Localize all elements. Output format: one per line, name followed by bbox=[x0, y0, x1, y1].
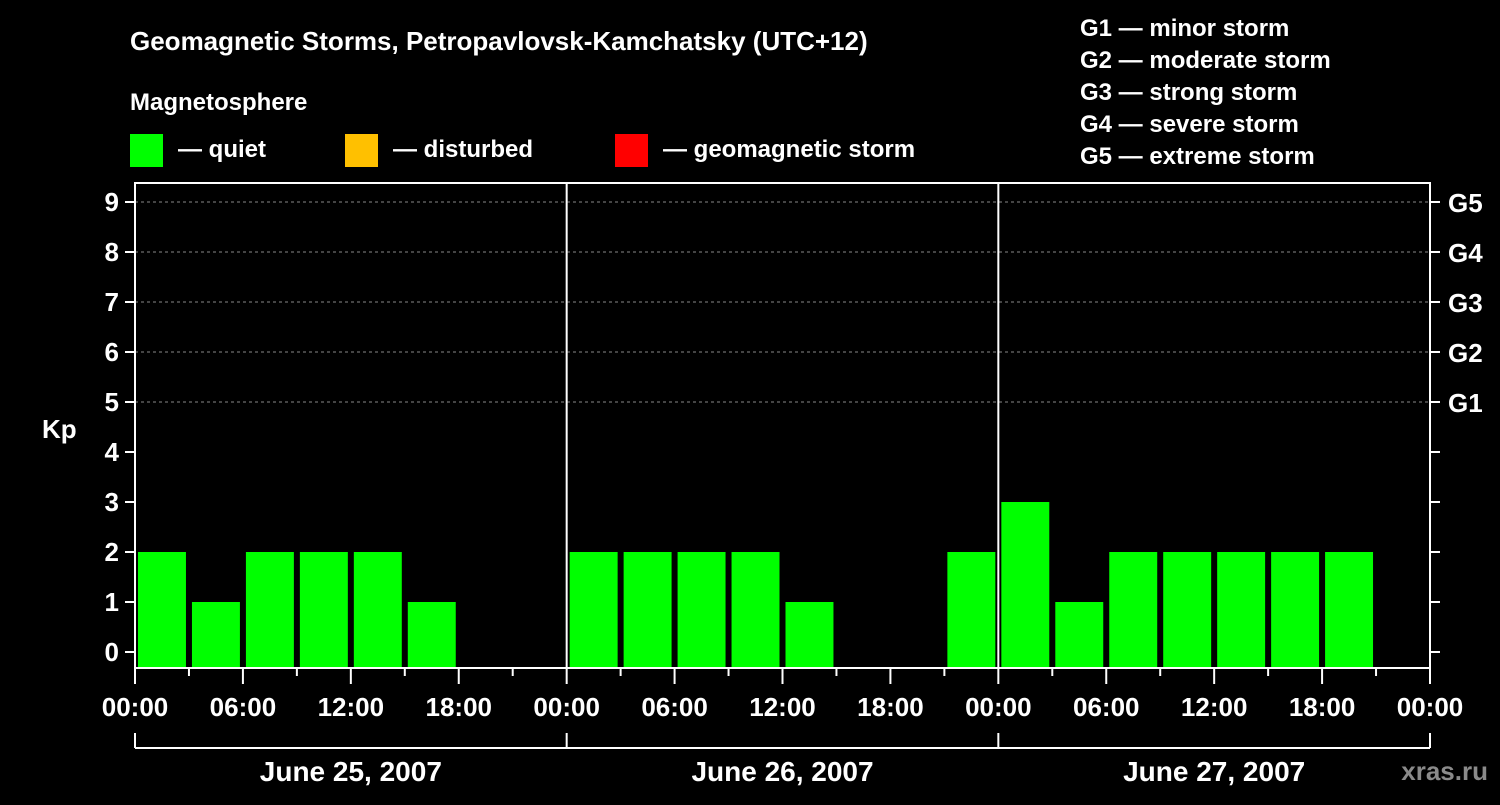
scale-item: G1 — minor storm bbox=[1080, 15, 1289, 42]
legend-label: — quiet bbox=[178, 136, 266, 163]
watermark: xras.ru bbox=[1401, 756, 1488, 786]
g-level-label: G2 bbox=[1448, 338, 1483, 368]
scale-item: G5 — extreme storm bbox=[1080, 143, 1315, 170]
x-tick-label: 18:00 bbox=[426, 692, 493, 722]
y-tick-label: 8 bbox=[105, 237, 119, 267]
chart-title: Geomagnetic Storms, Petropavlovsk-Kamcha… bbox=[130, 26, 868, 56]
day-label: June 26, 2007 bbox=[691, 756, 873, 787]
y-tick-label: 9 bbox=[105, 187, 119, 217]
legend-swatch bbox=[615, 134, 648, 167]
x-tick-label: 18:00 bbox=[857, 692, 924, 722]
kp-bar bbox=[353, 552, 402, 668]
y-tick-label: 2 bbox=[105, 537, 119, 567]
scale-item: G4 — severe storm bbox=[1080, 111, 1299, 138]
legend: — quiet — disturbed — geomagnetic storm bbox=[130, 134, 915, 167]
kp-bar bbox=[1271, 552, 1320, 668]
y-tick-label: 6 bbox=[105, 337, 119, 367]
g-level-label: G4 bbox=[1448, 238, 1483, 268]
legend-title: Magnetosphere bbox=[130, 89, 307, 116]
x-tick-label: 12:00 bbox=[318, 692, 385, 722]
x-tick-label: 18:00 bbox=[1289, 692, 1356, 722]
y-tick-label: 3 bbox=[105, 487, 119, 517]
kp-bar bbox=[245, 552, 294, 668]
y-tick-label: 0 bbox=[105, 637, 119, 667]
kp-bar bbox=[677, 552, 726, 668]
scale-item: G3 — strong storm bbox=[1080, 79, 1297, 106]
kp-bar bbox=[299, 552, 348, 668]
legend-label: — geomagnetic storm bbox=[663, 136, 915, 163]
kp-bar bbox=[569, 552, 618, 668]
x-tick-label: 00:00 bbox=[1397, 692, 1464, 722]
kp-bar bbox=[191, 602, 240, 668]
grid bbox=[135, 201, 1430, 403]
y-tick-label: 7 bbox=[105, 287, 119, 317]
day-label: June 27, 2007 bbox=[1123, 756, 1305, 787]
kp-bar bbox=[407, 602, 456, 668]
y-tick-label: 5 bbox=[105, 387, 119, 417]
g-level-label: G5 bbox=[1448, 188, 1483, 218]
kp-bar bbox=[731, 552, 780, 668]
kp-bar bbox=[1163, 552, 1212, 668]
y-axis-label: Kp bbox=[42, 414, 77, 444]
g-level-label: G3 bbox=[1448, 288, 1483, 318]
day-label: June 25, 2007 bbox=[260, 756, 442, 787]
x-tick-label: 00:00 bbox=[533, 692, 600, 722]
x-tick-label: 06:00 bbox=[1073, 692, 1140, 722]
kp-bar bbox=[947, 552, 996, 668]
scale-item: G2 — moderate storm bbox=[1080, 47, 1331, 74]
legend-swatch bbox=[130, 134, 163, 167]
kp-bar bbox=[138, 552, 186, 668]
x-tick-label: 00:00 bbox=[102, 692, 169, 722]
legend-label: — disturbed bbox=[393, 136, 533, 163]
kp-bar bbox=[623, 552, 672, 668]
x-tick-label: 12:00 bbox=[1181, 692, 1248, 722]
kp-bar bbox=[1325, 552, 1374, 668]
g-level-label: G1 bbox=[1448, 388, 1483, 418]
x-tick-label: 12:00 bbox=[749, 692, 816, 722]
storm-scale-legend: G1 — minor storm G2 — moderate storm G3 — … bbox=[1080, 15, 1331, 170]
kp-bar bbox=[1055, 602, 1104, 668]
y-tick-label: 4 bbox=[105, 437, 120, 467]
kp-bar bbox=[785, 602, 834, 668]
axes: 0 1 2 3 4 5 6 7 8 9 G1 G2 G3 G4 G5 00:00 06:00 12:00 18:00… bbox=[102, 182, 1483, 787]
legend-swatch bbox=[345, 134, 378, 167]
x-tick-label: 06:00 bbox=[641, 692, 708, 722]
x-tick-label: 06:00 bbox=[210, 692, 277, 722]
bars bbox=[138, 502, 1374, 668]
kp-bar bbox=[1217, 552, 1266, 668]
y-tick-label: 1 bbox=[105, 587, 119, 617]
kp-bar bbox=[1109, 552, 1158, 668]
kp-bar bbox=[1001, 502, 1050, 668]
x-tick-label: 00:00 bbox=[965, 692, 1032, 722]
